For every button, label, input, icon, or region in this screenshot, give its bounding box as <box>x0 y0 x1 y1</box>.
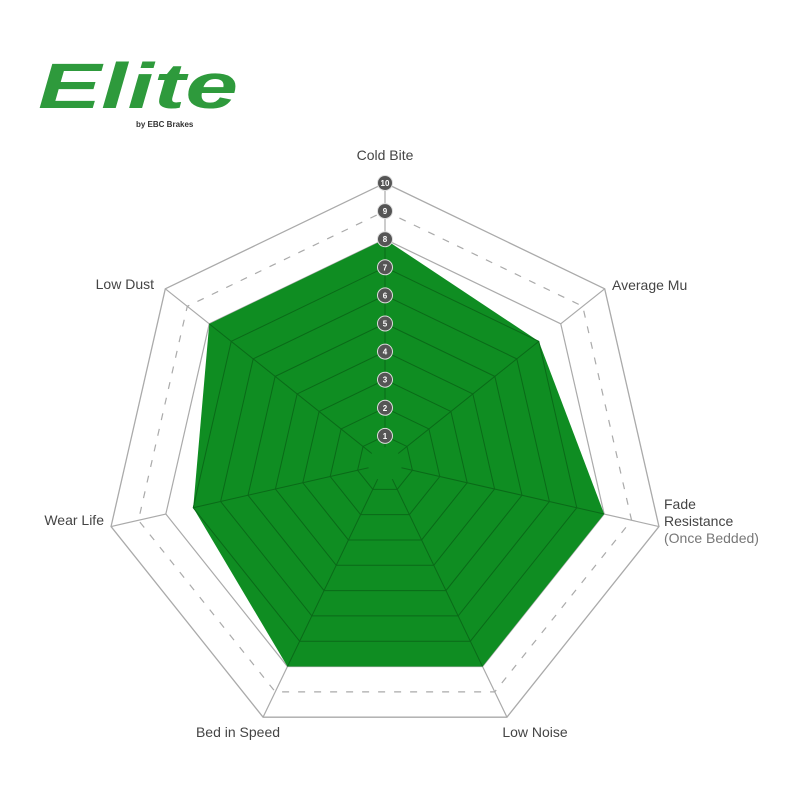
grid-spoke <box>481 666 508 718</box>
grid-ring-2 <box>329 407 441 516</box>
axis-label: Low Dust <box>96 276 154 292</box>
grid-spoke <box>262 666 289 718</box>
tick-marker <box>377 259 393 276</box>
grid-spoke <box>560 288 606 325</box>
tick-marker <box>377 175 393 191</box>
grid-ring-10 <box>110 182 660 718</box>
tick-label: 7 <box>383 263 388 272</box>
logo-text: Elite <box>38 50 238 122</box>
tick-marker <box>377 427 393 444</box>
grid-spoke <box>604 513 660 528</box>
tick-label: 2 <box>383 404 388 413</box>
axis-label: Bed in Speed <box>196 724 280 740</box>
tick-label: 6 <box>383 291 388 300</box>
grid-ring-9 <box>137 210 633 693</box>
tick-label: 9 <box>383 207 388 216</box>
tick-label: 10 <box>381 179 390 188</box>
grid-spoke <box>391 478 483 667</box>
axis-label: Low Noise <box>502 724 568 740</box>
grid-ring-1 <box>357 435 413 490</box>
grid-ring-3 <box>302 379 468 541</box>
tick-label: 8 <box>383 235 388 244</box>
grid-ring-5 <box>247 322 523 592</box>
tick-label: 1 <box>383 432 388 441</box>
logo-byline: by EBC Brakes <box>136 120 194 129</box>
grid-spoke <box>397 340 540 454</box>
tick-marker <box>377 315 393 332</box>
tick-label: 4 <box>383 348 388 357</box>
tick-marker <box>377 343 393 360</box>
tick-marker <box>377 371 393 388</box>
grid-ring-7 <box>192 266 578 642</box>
grid-spoke <box>287 478 379 667</box>
grid-spoke <box>164 288 210 325</box>
tick-marker <box>377 287 393 304</box>
axis-label: Wear Life <box>44 512 104 528</box>
grid-spoke <box>193 467 369 509</box>
axis-label: Average Mu <box>612 277 687 293</box>
grid-spoke <box>401 467 605 515</box>
tick-marker <box>377 399 393 416</box>
tick-marker <box>377 203 393 220</box>
axis-label: Fade Resistance (Once Bedded) <box>664 496 759 546</box>
tick-label: 3 <box>383 376 388 385</box>
grid-ring-6 <box>220 294 550 617</box>
tick-label: 5 <box>383 320 388 329</box>
grid-spoke <box>208 323 373 454</box>
grid-ring-4 <box>274 351 496 566</box>
grid-spoke <box>110 513 166 528</box>
axis-label: Cold Bite <box>357 147 414 163</box>
tick-marker <box>377 231 393 248</box>
